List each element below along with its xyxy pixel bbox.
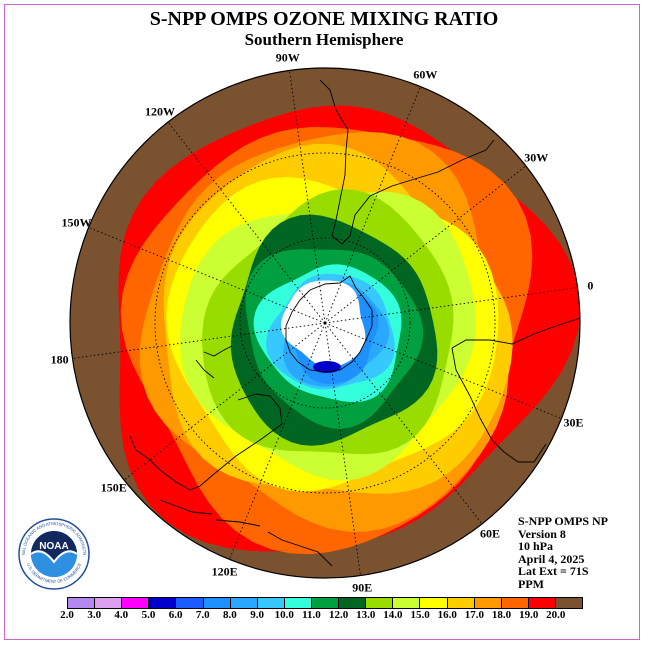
meridian-line [167,121,326,324]
info-pressure: 10 hPa [518,539,554,553]
meridian-line [72,322,326,359]
colorbar-tick-labels: 2.0 3.0 4.0 5.0 6.0 7.0 8.0 9.0 10.0 11.0 12.0 13.0… [60,609,583,623]
coastlines [129,79,580,567]
colorbar-segment [366,598,394,608]
coastline [129,393,283,491]
colorbar-segment [149,598,177,608]
colorbar-tick-label: 20.0 [546,609,566,621]
coastline [203,345,233,357]
colorbar-tick-label: 16.0 [437,609,457,621]
noaa-logo: NOAA NATIONAL OCEANIC AND ATMOSPHERIC AD… [18,518,90,590]
graticule [72,70,578,576]
colorbar [67,597,583,609]
colorbar-segment [447,598,475,608]
meridian-line [324,322,483,525]
coastline [451,317,580,349]
colorbar-segment [339,598,367,608]
colorbar-segment [501,598,529,608]
noaa-logo-text: NOAA [39,541,68,552]
contour-band-c6 [313,361,341,373]
colorbar-segment [95,598,123,608]
colorbar-tick-label: 12.0 [328,609,349,621]
latitude-circle [154,152,496,494]
colorbar-tick-label: 2.0 [60,609,74,621]
image-frame [4,4,640,640]
colorbar-tick-label: 4.0 [114,609,129,621]
latitude-circle [239,237,411,409]
colorbar-tick-label: 15.0 [410,609,430,621]
colorbar-segment [393,598,421,608]
colorbar-tick-label: 6.0 [168,609,183,621]
colorbar-tick-label: 13.0 [356,609,376,621]
meridian-line [324,86,421,324]
info-version: Version 8 [518,526,566,541]
info-lat-ext: Lat Ext = 71S [518,564,589,578]
colorbar-segment [555,598,583,608]
colorbar-tick-label: 10.0 [274,609,294,621]
colorbar-tick-label: 8.0 [223,609,237,621]
coastline [451,347,547,463]
longitude-label: 60E [479,526,501,541]
meridian-line [324,287,578,324]
colorbar-tick-label: 9.0 [250,609,264,621]
longitude-label: 150E [100,480,127,495]
colorbar-tick-label: 3.0 [87,609,102,621]
meridian-line [289,70,326,324]
colorbar-segment [257,598,285,608]
colorbar-segment [311,598,340,608]
coastline [195,359,215,379]
meridian-line [123,322,326,481]
colorbar-tick-label: 17.0 [464,609,485,621]
colorbar-segment [68,598,96,608]
colorbar-tick-label: 14.0 [383,609,403,621]
colorbar-tick-label: 19.0 [519,609,539,621]
longitude-label: 180 [50,352,69,367]
coastline [319,79,495,245]
map-title: S-NPP OMPS OZONE MIXING RATIO [149,8,499,30]
contour-band-polar_cap [281,280,366,368]
coastline [267,531,333,567]
longitude-label: 30E [563,415,584,430]
longitude-label: 0 [587,278,594,293]
colorbar-tick-label: 11.0 [302,609,321,621]
meridian-line [324,165,527,324]
longitude-label: 150W [61,215,92,230]
colorbar-segment [122,598,150,608]
meridian-line [324,322,361,576]
map-subtitle: Southern Hemisphere [244,30,404,49]
info-block: S-NPP OMPS NP Version 8 10 hPa April 4, … [518,515,608,590]
map-boundary [69,67,581,579]
colorbar-tick-label: 18.0 [491,609,512,621]
coastline [159,499,213,515]
colorbar-segment [203,598,231,608]
colorbar-tick-label: 5.0 [141,609,156,621]
coastline [215,519,261,527]
meridian-line [324,322,562,419]
meridian-line [88,227,326,324]
colorbar-tick-label: 7.0 [195,609,210,621]
colorbar-segment [230,598,258,608]
longitude-label: 90E [352,580,373,595]
longitude-label: 120W [145,104,175,119]
info-units: PPM [518,576,544,591]
coastline [285,275,373,373]
colorbar-segment [474,598,502,608]
ozone-contour-fill [70,68,580,578]
longitude-label: 30W [524,150,549,165]
colorbar-segment [420,598,448,608]
longitude-label: 90W [275,50,300,65]
colorbar-segment [176,598,204,608]
colorbar-segment [528,598,556,608]
longitude-label: 120E [211,564,238,578]
info-instrument: S-NPP OMPS NP [518,514,608,528]
longitude-label: 60W [413,67,438,81]
meridian-line [229,322,326,560]
colorbar-segment [284,598,312,608]
info-date: April 4, 2025 [518,551,585,566]
